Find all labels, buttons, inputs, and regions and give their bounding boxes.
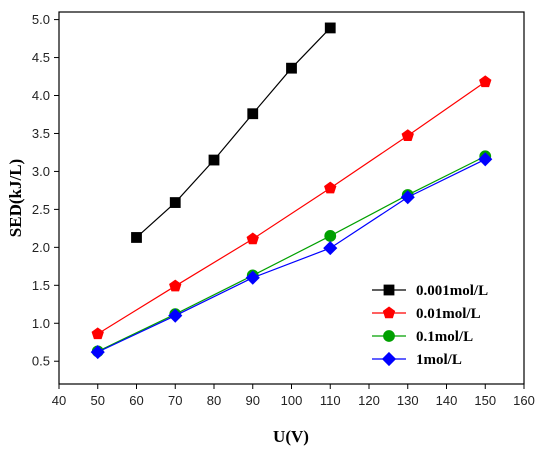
y-tick-label: 4.0: [32, 88, 50, 103]
data-point: [324, 181, 337, 194]
x-tick-label: 150: [474, 393, 496, 408]
legend-label: 1mol/L: [416, 352, 462, 368]
x-tick-label: 120: [358, 393, 380, 408]
legend-item: 0.1mol/L: [372, 329, 473, 345]
series-line: [97, 158, 486, 353]
legend-item: 1mol/L: [372, 351, 462, 368]
x-tick-label: 160: [513, 393, 535, 408]
data-point: [478, 152, 493, 167]
y-tick-label: 1.5: [32, 278, 50, 293]
legend-item: 0.01mol/L: [372, 306, 481, 322]
x-tick-label: 110: [320, 393, 341, 408]
series-0.01mol/L: [91, 75, 492, 340]
legend-marker: [383, 284, 395, 296]
legend-marker: [383, 330, 395, 342]
x-tick-label: 60: [129, 393, 143, 408]
x-axis-title: U(V): [273, 427, 309, 446]
legend: 0.001mol/L 0.01mol/L 0.1mol/L 1mol/L: [372, 283, 488, 368]
x-tick-label: 80: [207, 393, 221, 408]
data-point: [169, 279, 182, 292]
x-tick-label: 90: [246, 393, 260, 408]
series-line: [97, 81, 486, 335]
series-line: [136, 27, 331, 238]
y-tick-label: 5.0: [32, 12, 50, 27]
y-tick-label: 2.0: [32, 240, 50, 255]
data-point: [324, 22, 336, 34]
y-tick-label: 4.5: [32, 50, 50, 65]
x-tick-label: 140: [436, 393, 458, 408]
data-point: [247, 108, 259, 120]
legend-label: 0.1mol/L: [416, 329, 473, 345]
legend-label: 0.01mol/L: [416, 306, 481, 322]
data-point: [286, 62, 297, 74]
x-tick-label: 40: [52, 393, 66, 408]
series-1mol/L: [90, 152, 493, 360]
legend-marker: [381, 351, 397, 367]
series-line: [97, 155, 486, 352]
data-point: [169, 197, 181, 208]
data-point: [131, 232, 142, 243]
data-point: [323, 241, 338, 256]
data-point: [246, 232, 259, 245]
x-tick-label: 70: [168, 393, 182, 408]
legend-item: 0.001mol/L: [372, 283, 488, 299]
data-point: [168, 308, 183, 323]
x-tick-label: 50: [91, 393, 105, 408]
data-point: [400, 190, 415, 205]
y-tick-label: 1.0: [32, 316, 50, 331]
data-point: [324, 230, 337, 242]
y-tick-label: 0.5: [32, 354, 50, 369]
series-0.001mol/L: [131, 22, 336, 243]
legend-marker: [382, 306, 396, 319]
data-point: [479, 75, 492, 88]
y-axis-title: SED(kJ/L): [6, 159, 25, 237]
data-point: [90, 345, 105, 360]
y-tick-label: 3.0: [32, 164, 50, 179]
data-point: [91, 327, 104, 340]
y-tick-label: 2.5: [32, 202, 50, 217]
x-tick-label: 100: [281, 393, 303, 408]
data-point: [401, 129, 414, 142]
x-axis-ticks: 40 50 60 70 80 90 100 110 120 130 140 150 160: [52, 384, 535, 408]
data-point: [208, 154, 220, 166]
legend-label: 0.001mol/L: [416, 283, 488, 299]
data-point: [245, 270, 260, 285]
y-tick-label: 3.5: [32, 126, 50, 141]
series-layer: [90, 22, 493, 360]
y-axis-ticks: 0.5 1.0 1.5 2.0 2.5 3.0 3.5 4.0 4.5 5.0: [32, 12, 59, 369]
x-tick-label: 130: [397, 393, 419, 408]
